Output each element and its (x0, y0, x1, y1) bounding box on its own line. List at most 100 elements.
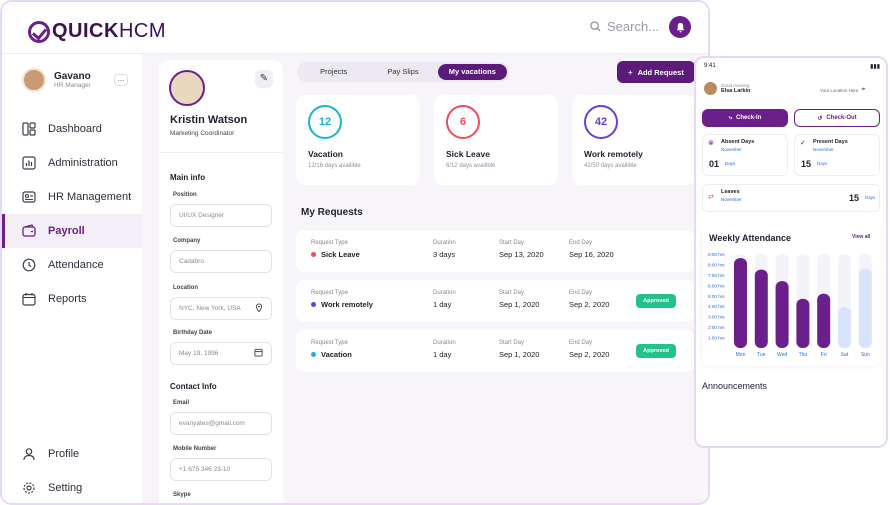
sidebar-item-reports[interactable]: Reports (2, 282, 142, 316)
bar-tue[interactable] (754, 269, 768, 348)
start-day-label: Start Day (499, 240, 525, 246)
position-field[interactable]: UI/UX Designer (170, 204, 272, 227)
leaves-unit: Days (865, 195, 876, 200)
profile-name: Kristin Watson (170, 114, 248, 126)
sidebar-item-label: Setting (48, 482, 83, 494)
sidebar-item-label: Dashboard (48, 123, 102, 135)
chart-icon (22, 156, 36, 170)
phone-status-bar: 9:41 ▮▮▮ (704, 63, 880, 70)
request-type-label: Request Type (311, 240, 348, 246)
bar-wed[interactable] (775, 281, 789, 348)
duration-label: Duration (433, 340, 456, 346)
clock-icon (22, 258, 36, 272)
phone-location[interactable]: Your Location Here ⌖ (820, 86, 865, 94)
search-box[interactable]: Search... (590, 19, 659, 34)
sidebar-item-label: HR Management (48, 191, 132, 203)
stat-ring: 6 (446, 105, 480, 139)
notification-bell-icon[interactable] (669, 16, 691, 38)
location-pin-icon (255, 303, 263, 314)
stat-subtitle: 12/16 days availible (308, 163, 361, 169)
wallet-icon (22, 224, 36, 238)
bar-mon[interactable] (734, 258, 747, 348)
add-request-label: Add Request (637, 67, 684, 77)
status-dot (311, 352, 316, 357)
close-circle-icon: ⊗ (708, 140, 714, 147)
app-window: QUICKHCM Search... Gavano HR Manager ...… (0, 0, 710, 505)
end-day-value: Sep 2, 2020 (569, 300, 610, 309)
stat-card-vacation: 12 Vacation 12/16 days availible (296, 95, 420, 185)
sidebar-item-attendance[interactable]: Attendance (2, 248, 142, 282)
sidebar: Gavano HR Manager ... Dashboard Administ… (2, 54, 142, 503)
table-row[interactable]: Request Type Work remotely Duration 1 day … (296, 280, 694, 322)
sidebar-item-administration[interactable]: Administration (2, 146, 142, 180)
bar-fri[interactable] (817, 293, 831, 348)
divider (159, 152, 283, 153)
mobile-field[interactable]: +1 675 346 23-10 (170, 458, 272, 481)
weekly-attendance-chart: 9:00 hrs 8:00 hrs 7:00 hrs 6:00 hrs 5:00 hrs… (708, 252, 872, 358)
profile-role: Marketing Coordinator (170, 130, 235, 137)
sidebar-item-dashboard[interactable]: Dashboard (2, 112, 142, 146)
user-name: Gavano (54, 71, 91, 82)
tab-pay-slips[interactable]: Pay Slips (387, 67, 419, 76)
edit-icon[interactable]: ✎ (255, 70, 273, 88)
announcements-heading: Announcements (702, 381, 768, 391)
birthday-field[interactable]: May 19, 1996 (170, 342, 272, 365)
id-card-icon (22, 190, 36, 204)
absent-value: 01 (709, 159, 720, 169)
tab-my-vacations[interactable]: My vacations (437, 64, 507, 80)
view-all-link[interactable]: View all (852, 234, 871, 240)
x-tick-label: Sun (861, 352, 870, 358)
profile-avatar (169, 70, 205, 106)
table-row[interactable]: Request Type Vacation Duration 1 day Start… (296, 330, 694, 372)
sidebar-item-payroll[interactable]: Payroll (2, 214, 142, 248)
location-field[interactable]: NYC, New York, USA (170, 297, 272, 320)
check-in-button[interactable]: ⤷ Check-In (702, 109, 788, 127)
email-field[interactable]: evanyates@gmail.com (170, 412, 272, 435)
duration-value: 1 day (433, 300, 452, 309)
company-field[interactable]: Cadabro (170, 250, 272, 273)
present-unit: Days (817, 161, 828, 166)
request-type: Work remotely (321, 300, 373, 309)
location-value: NYC, New York, USA (179, 305, 241, 312)
duration-value: 3 days (433, 250, 456, 259)
bar-sun[interactable] (858, 268, 872, 348)
main-info-heading: Main info (170, 173, 206, 182)
table-row[interactable]: Request Type Sick Leave Duration 3 days St… (296, 230, 694, 272)
end-day-value: Sep 16, 2020 (569, 250, 614, 259)
add-request-button[interactable]: + Add Request (617, 61, 695, 83)
stat-subtitle: 42/50 days availible (584, 163, 637, 169)
logo-text-light: HCM (118, 20, 166, 42)
x-tick-label: Wed (777, 352, 787, 358)
end-day-label: End Day (569, 290, 593, 296)
end-day-value: Sep 2, 2020 (569, 350, 610, 359)
bell-icon (676, 22, 684, 33)
app-logo[interactable]: QUICKHCM (28, 20, 166, 43)
check-out-label: Check-Out (826, 115, 857, 121)
check-out-button[interactable]: ↺ Check-Out (794, 109, 880, 127)
sidebar-item-label: Attendance (48, 259, 104, 271)
user-menu-button[interactable]: ... (114, 74, 128, 86)
mobile-value: +1 675 346 23-10 (179, 466, 231, 473)
start-day-value: Sep 13, 2020 (499, 250, 544, 259)
tab-projects[interactable]: Projects (320, 67, 348, 76)
user-card[interactable]: Gavano HR Manager ... (22, 68, 134, 92)
sidebar-item-setting[interactable]: Setting (2, 471, 142, 503)
sidebar-item-label: Profile (48, 448, 80, 460)
bar-sat[interactable] (838, 307, 851, 348)
calendar-icon (254, 348, 263, 359)
stat-title: Vacation (308, 149, 343, 159)
stat-title: Work remotely (584, 149, 643, 159)
weekly-attendance-title: Weekly Attendance (709, 233, 792, 243)
sidebar-item-profile[interactable]: Profile (2, 437, 142, 471)
y-tick-label: 7:00 hrs (708, 273, 725, 278)
sidebar-item-hr-management[interactable]: HR Management (2, 180, 142, 214)
bar-thu[interactable] (796, 298, 810, 348)
location-label: Location (173, 285, 198, 291)
present-title: Present Days (813, 139, 848, 145)
search-placeholder: Search... (607, 19, 660, 34)
request-type-label: Request Type (311, 340, 348, 346)
sidebar-item-label: Administration (48, 157, 118, 169)
stat-title: Sick Leave (446, 149, 490, 159)
logo-text-bold: QUICK (52, 20, 119, 42)
email-value: evanyates@gmail.com (179, 420, 245, 427)
